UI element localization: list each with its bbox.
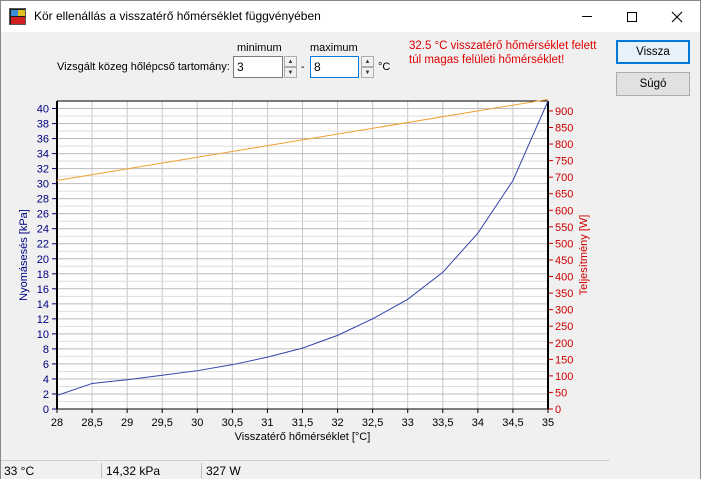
status-separator (201, 463, 202, 478)
status-bar: 33 °C 14,32 kPa 327 W (1, 460, 610, 479)
minimum-input[interactable] (234, 57, 282, 77)
stepper-up-icon[interactable]: ▲ (284, 56, 297, 67)
y2-tick-label: 200 (555, 338, 573, 350)
x-tick-label: 29,5 (152, 417, 173, 429)
y-tick-label: 18 (37, 269, 49, 281)
y-tick-label: 34 (37, 149, 49, 161)
maximum-stepper[interactable]: ▲ ▼ (361, 56, 374, 78)
status-power: 327 W (206, 464, 241, 478)
y-tick-label: 22 (37, 239, 49, 251)
stepper-up-icon[interactable]: ▲ (361, 56, 374, 67)
minimize-button[interactable] (564, 1, 610, 32)
y2-tick-label: 50 (555, 387, 567, 399)
y-tick-label: 36 (37, 134, 49, 146)
y2-axis-title: Teljesítmény [W] (578, 215, 590, 296)
y-tick-label: 4 (43, 374, 49, 386)
y-axis-title: Nyomásesés [kPa] (18, 209, 30, 301)
maximum-label: maximum (310, 42, 358, 54)
back-button[interactable]: Vissza (616, 40, 690, 64)
resize-grip-area (610, 460, 700, 479)
x-tick-label: 34 (472, 417, 484, 429)
y-tick-label: 12 (37, 314, 49, 326)
x-tick-label: 35 (542, 417, 554, 429)
y2-tick-label: 400 (555, 272, 573, 284)
close-button[interactable] (654, 1, 700, 32)
y2-tick-label: 300 (555, 305, 573, 317)
help-button[interactable]: Súgó (616, 72, 690, 96)
y-tick-label: 14 (37, 299, 49, 311)
unit-label: °C (378, 61, 391, 73)
max-input-box (310, 56, 359, 78)
minimum-label: minimum (237, 42, 282, 54)
y2-tick-label: 150 (555, 354, 573, 366)
y2-tick-label: 750 (555, 156, 573, 168)
stepper-down-icon[interactable]: ▼ (284, 67, 297, 78)
y2-tick-label: 350 (555, 288, 573, 300)
x-tick-label: 29 (121, 417, 133, 429)
maximize-button[interactable] (609, 1, 655, 32)
maximum-input[interactable] (311, 57, 358, 77)
y2-tick-label: 100 (555, 371, 573, 383)
y2-tick-label: 850 (555, 122, 573, 134)
x-tick-label: 32 (331, 417, 343, 429)
x-tick-label: 32,5 (362, 417, 383, 429)
status-pressure: 14,32 kPa (106, 464, 161, 478)
stepper-down-icon[interactable]: ▼ (361, 67, 374, 78)
y-tick-label: 20 (37, 254, 49, 266)
y2-tick-label: 800 (555, 139, 573, 151)
close-icon (671, 11, 683, 22)
y-tick-label: 6 (43, 359, 49, 371)
y-tick-label: 28 (37, 194, 49, 206)
x-tick-label: 30 (191, 417, 203, 429)
y-tick-label: 8 (43, 344, 49, 356)
x-tick-label: 28,5 (81, 417, 102, 429)
minimize-icon (582, 16, 592, 17)
range-dash: - (301, 61, 305, 73)
y-tick-label: 30 (37, 179, 49, 191)
y-tick-label: 38 (37, 119, 49, 131)
x-tick-label: 28 (51, 417, 63, 429)
power-series-line (56, 98, 549, 181)
y2-tick-label: 900 (555, 106, 573, 118)
minimum-stepper[interactable]: ▲ ▼ (284, 56, 297, 78)
y-tick-label: 16 (37, 284, 49, 296)
status-temperature: 33 °C (4, 464, 35, 478)
y-tick-label: 0 (43, 404, 49, 416)
maximize-icon (627, 11, 637, 22)
x-tick-label: 33 (402, 417, 414, 429)
y2-tick-label: 250 (555, 321, 573, 333)
y2-tick-label: 650 (555, 189, 573, 201)
x-tick-label: 31 (261, 417, 273, 429)
pressure-series-line (56, 100, 549, 396)
y2-tick-label: 0 (555, 404, 561, 416)
title-bar[interactable]: Kör ellenállás a visszatérő hőmérséklet … (1, 1, 700, 32)
range-label: Vizsgált közeg hőlépcső tartomány: (57, 61, 230, 73)
x-tick-label: 33,5 (432, 417, 453, 429)
app-icon (9, 8, 26, 25)
x-tick-label: 34,5 (502, 417, 523, 429)
status-separator (101, 463, 102, 478)
pressure-power-chart: 28 28,5 29 29,5 30 30,5 31 31,5 32 32,5 33 33,5 34 34… (3, 83, 609, 459)
x-axis-title: Visszatérő hőmérséklet [°C] (235, 431, 371, 443)
y2-tick-label: 550 (555, 222, 573, 234)
y-tick-label: 24 (37, 224, 49, 236)
min-input-box (233, 56, 283, 78)
y2-tick-label: 450 (555, 255, 573, 267)
y2-tick-label: 500 (555, 238, 573, 250)
window-title: Kör ellenállás a visszatérő hőmérséklet … (34, 9, 321, 23)
y2-tick-label: 700 (555, 172, 573, 184)
y-tick-label: 2 (43, 389, 49, 401)
y-tick-label: 40 (37, 104, 49, 116)
x-tick-label: 31,5 (292, 417, 313, 429)
y-tick-label: 32 (37, 164, 49, 176)
x-tick-label: 30,5 (222, 417, 243, 429)
warning-message: 32.5 °C visszatérő hőmérséklet felett tú… (409, 40, 597, 66)
y-tick-label: 26 (37, 209, 49, 221)
y2-tick-label: 600 (555, 205, 573, 217)
y-tick-label: 10 (37, 329, 49, 341)
